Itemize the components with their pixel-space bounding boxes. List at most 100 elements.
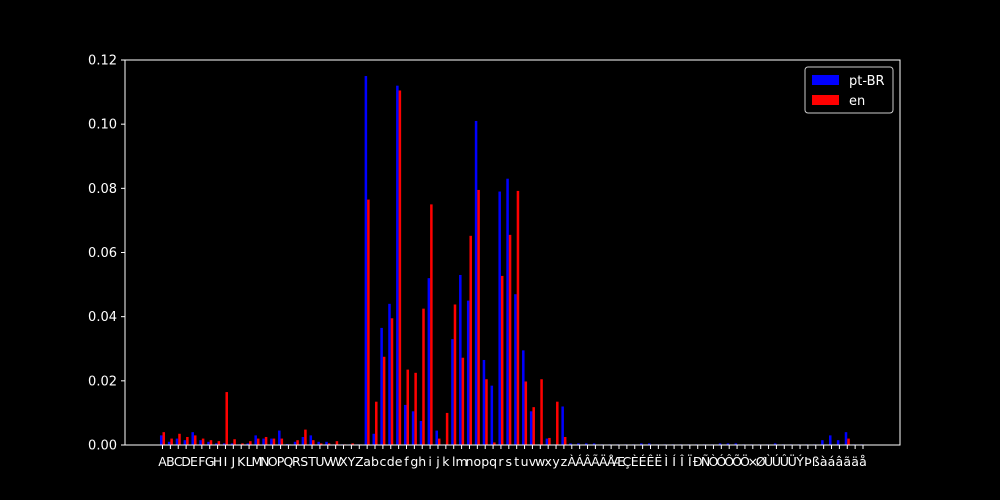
x-tick-label: J	[230, 454, 235, 469]
bar-en-7	[217, 441, 221, 445]
bar-en-46	[524, 381, 528, 445]
x-tick-label: Ý	[795, 454, 804, 469]
x-tick-label: W	[329, 454, 341, 469]
x-tick-label: Â	[583, 454, 592, 469]
x-tick-label: A	[158, 454, 167, 469]
x-tick-label: Ô	[724, 454, 734, 469]
x-tick-label: L	[246, 454, 253, 469]
bar-pt-BR-28	[380, 327, 383, 445]
x-tick-label: G	[205, 454, 215, 469]
x-tick-label: l	[452, 454, 455, 469]
bar-pt-BR-71	[718, 443, 722, 445]
bar-pt-BR-30	[396, 85, 399, 446]
bar-pt-BR-11	[246, 443, 250, 445]
x-tick-label: Û	[780, 454, 789, 469]
bar-pt-BR-61	[640, 443, 643, 445]
bar-en-30	[398, 90, 402, 445]
x-tick-label: Õ	[732, 454, 742, 469]
bar-en-49	[548, 437, 551, 445]
x-tick-label: Q	[284, 454, 294, 469]
bar-pt-BR-37	[451, 339, 454, 446]
x-tick-label: R	[292, 454, 301, 469]
bar-pt-BR-13	[262, 438, 265, 445]
bar-pt-BR-85	[829, 435, 832, 446]
y-tick-label: 0.12	[88, 54, 117, 69]
bar-pt-BR-54	[585, 443, 588, 445]
bar-en-44	[508, 234, 512, 445]
legend: pt-BR en	[804, 66, 894, 114]
x-tick-label: Ù	[764, 454, 773, 469]
x-tick-label: Ü	[788, 453, 797, 469]
bar-pt-BR-72	[726, 443, 730, 445]
x-tick-label: f	[404, 454, 409, 469]
y-tick-label: 0.02	[88, 374, 117, 389]
x-tick-label: v	[529, 454, 537, 469]
y-tick-label: 0.08	[88, 182, 117, 197]
bar-pt-BR-41	[482, 359, 486, 445]
x-tick-label: N	[260, 454, 269, 469]
bar-pt-BR-18	[301, 436, 305, 445]
bar-en-36	[445, 412, 449, 445]
bar-en-47	[532, 407, 535, 445]
bar-pt-BR-17	[293, 441, 297, 445]
x-tick-label: g	[410, 454, 418, 469]
bar-en-38	[461, 357, 465, 445]
bar-pt-BR-49	[545, 438, 549, 445]
x-tick-label: Ç	[623, 454, 632, 469]
x-tick-label: å	[859, 454, 867, 469]
bar-en-6	[209, 440, 213, 445]
bar-pt-BR-14	[270, 438, 273, 445]
bar-pt-BR-20	[317, 441, 320, 445]
bar-en-19	[312, 440, 315, 445]
bar-en-45	[516, 190, 520, 445]
bar-pt-BR-12	[254, 435, 257, 446]
x-tick-label: d	[387, 454, 395, 469]
bar-pt-BR-3	[183, 440, 187, 445]
bar-en-14	[272, 438, 276, 445]
x-tick-label: Í	[672, 454, 676, 469]
x-tick-label: r	[498, 454, 504, 469]
bar-pt-BR-62	[647, 443, 651, 445]
x-tick-label: Þ	[804, 454, 812, 469]
x-tick-label: Ê	[647, 454, 655, 469]
x-tick-label: C	[174, 454, 183, 469]
bar-en-10	[241, 443, 244, 445]
x-tick-label: T	[307, 454, 316, 469]
x-tick-label: O	[268, 454, 278, 469]
bar-pt-BR-9	[230, 443, 234, 445]
bar-en-26	[367, 199, 370, 445]
bar-en-9	[233, 439, 236, 445]
x-tick-label: z	[561, 454, 568, 469]
x-tick-label: e	[395, 454, 403, 469]
bar-pt-BR-0	[159, 435, 163, 446]
bar-pt-BR-84	[821, 440, 824, 445]
bar-en-13	[264, 436, 268, 445]
x-tick-label: i	[428, 454, 431, 469]
bar-pt-BR-15	[278, 430, 281, 445]
bar-pt-BR-55	[592, 443, 596, 445]
x-tick-label: y	[552, 454, 560, 469]
bar-pt-BR-8	[222, 443, 226, 445]
bar-pt-BR-26	[364, 76, 368, 445]
x-tick-label: Á	[575, 454, 584, 469]
bars-layer	[159, 76, 863, 446]
bar-en-40	[477, 189, 480, 445]
bar-en-50	[556, 401, 559, 445]
x-tick-label: I	[224, 454, 228, 469]
bar-pt-BR-87	[844, 432, 848, 445]
bar-en-8	[225, 392, 228, 445]
bar-pt-BR-34	[427, 278, 431, 445]
x-tick-label: à	[820, 454, 828, 469]
bar-en-32	[414, 372, 417, 445]
bar-en-42	[493, 442, 496, 445]
x-tick-label: Î	[679, 454, 684, 469]
x-tick-label: E	[190, 454, 198, 469]
bar-en-1	[170, 438, 173, 445]
bar-pt-BR-27	[372, 433, 376, 445]
x-tick-label: k	[442, 454, 450, 469]
bar-en-37	[453, 304, 457, 445]
x-tick-label: á	[828, 454, 836, 469]
x-tick-label: â	[836, 454, 844, 469]
bar-pt-BR-1	[167, 441, 171, 445]
